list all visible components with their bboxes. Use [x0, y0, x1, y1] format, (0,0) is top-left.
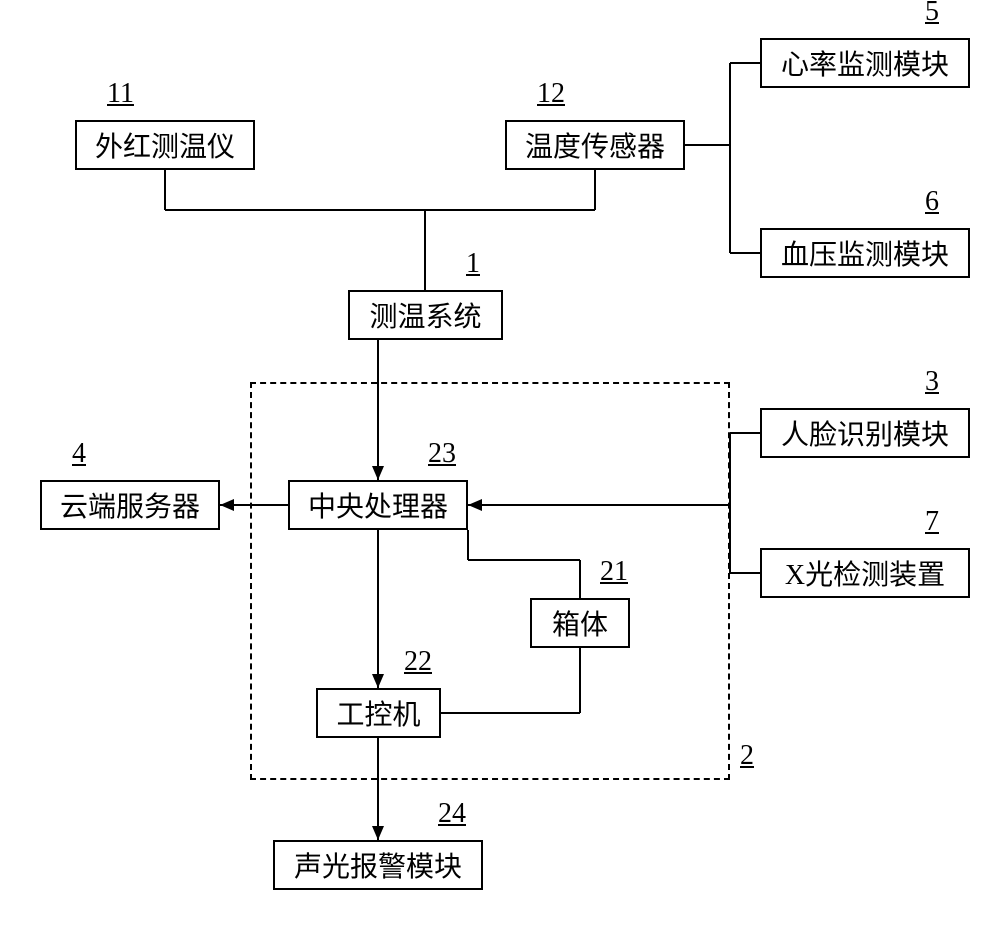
diagram-canvas: 2 外红测温仪 11 温度传感器 12 心率监测模块 5 血压监测模块 6 测温系统 1 中央处理器 2… [0, 0, 1000, 932]
node-label: 温度传感器 [525, 125, 665, 165]
node-number-b6: 6 [925, 186, 939, 218]
node-label: 血压监测模块 [781, 233, 949, 273]
node-number-b1: 1 [466, 248, 480, 280]
node-number-b7: 7 [925, 506, 939, 538]
node-number-b23: 23 [428, 438, 456, 470]
node-b22: 工控机 [316, 688, 441, 738]
node-b4: 云端服务器 [40, 480, 220, 530]
node-label: 中央处理器 [308, 485, 448, 525]
node-number-b11: 11 [107, 78, 134, 110]
node-number-b21: 21 [600, 556, 628, 588]
node-number-b12: 12 [537, 78, 565, 110]
node-label: 工控机 [336, 693, 420, 733]
node-label: 人脸识别模块 [781, 413, 949, 453]
node-label: 声光报警模块 [294, 845, 462, 885]
node-label: 外红测温仪 [95, 125, 235, 165]
node-label: 箱体 [552, 603, 608, 643]
node-label: 心率监测模块 [781, 43, 949, 83]
node-number-b5: 5 [925, 0, 939, 28]
node-b24: 声光报警模块 [273, 840, 483, 890]
node-number-b22: 22 [404, 646, 432, 678]
node-label: X光检测装置 [785, 553, 945, 593]
node-b6: 血压监测模块 [760, 228, 970, 278]
node-b3: 人脸识别模块 [760, 408, 970, 458]
node-label: 测温系统 [369, 295, 481, 335]
node-b1: 测温系统 [348, 290, 503, 340]
node-b21: 箱体 [530, 598, 630, 648]
node-b7: X光检测装置 [760, 548, 970, 598]
node-b23: 中央处理器 [288, 480, 468, 530]
node-b5: 心率监测模块 [760, 38, 970, 88]
node-label: 云端服务器 [60, 485, 200, 525]
node-number-b24: 24 [438, 798, 466, 830]
node-b12: 温度传感器 [505, 120, 685, 170]
node-number-b4: 4 [72, 438, 86, 470]
node-number-b3: 3 [925, 366, 939, 398]
dashed-container-number: 2 [740, 740, 754, 772]
node-b11: 外红测温仪 [75, 120, 255, 170]
